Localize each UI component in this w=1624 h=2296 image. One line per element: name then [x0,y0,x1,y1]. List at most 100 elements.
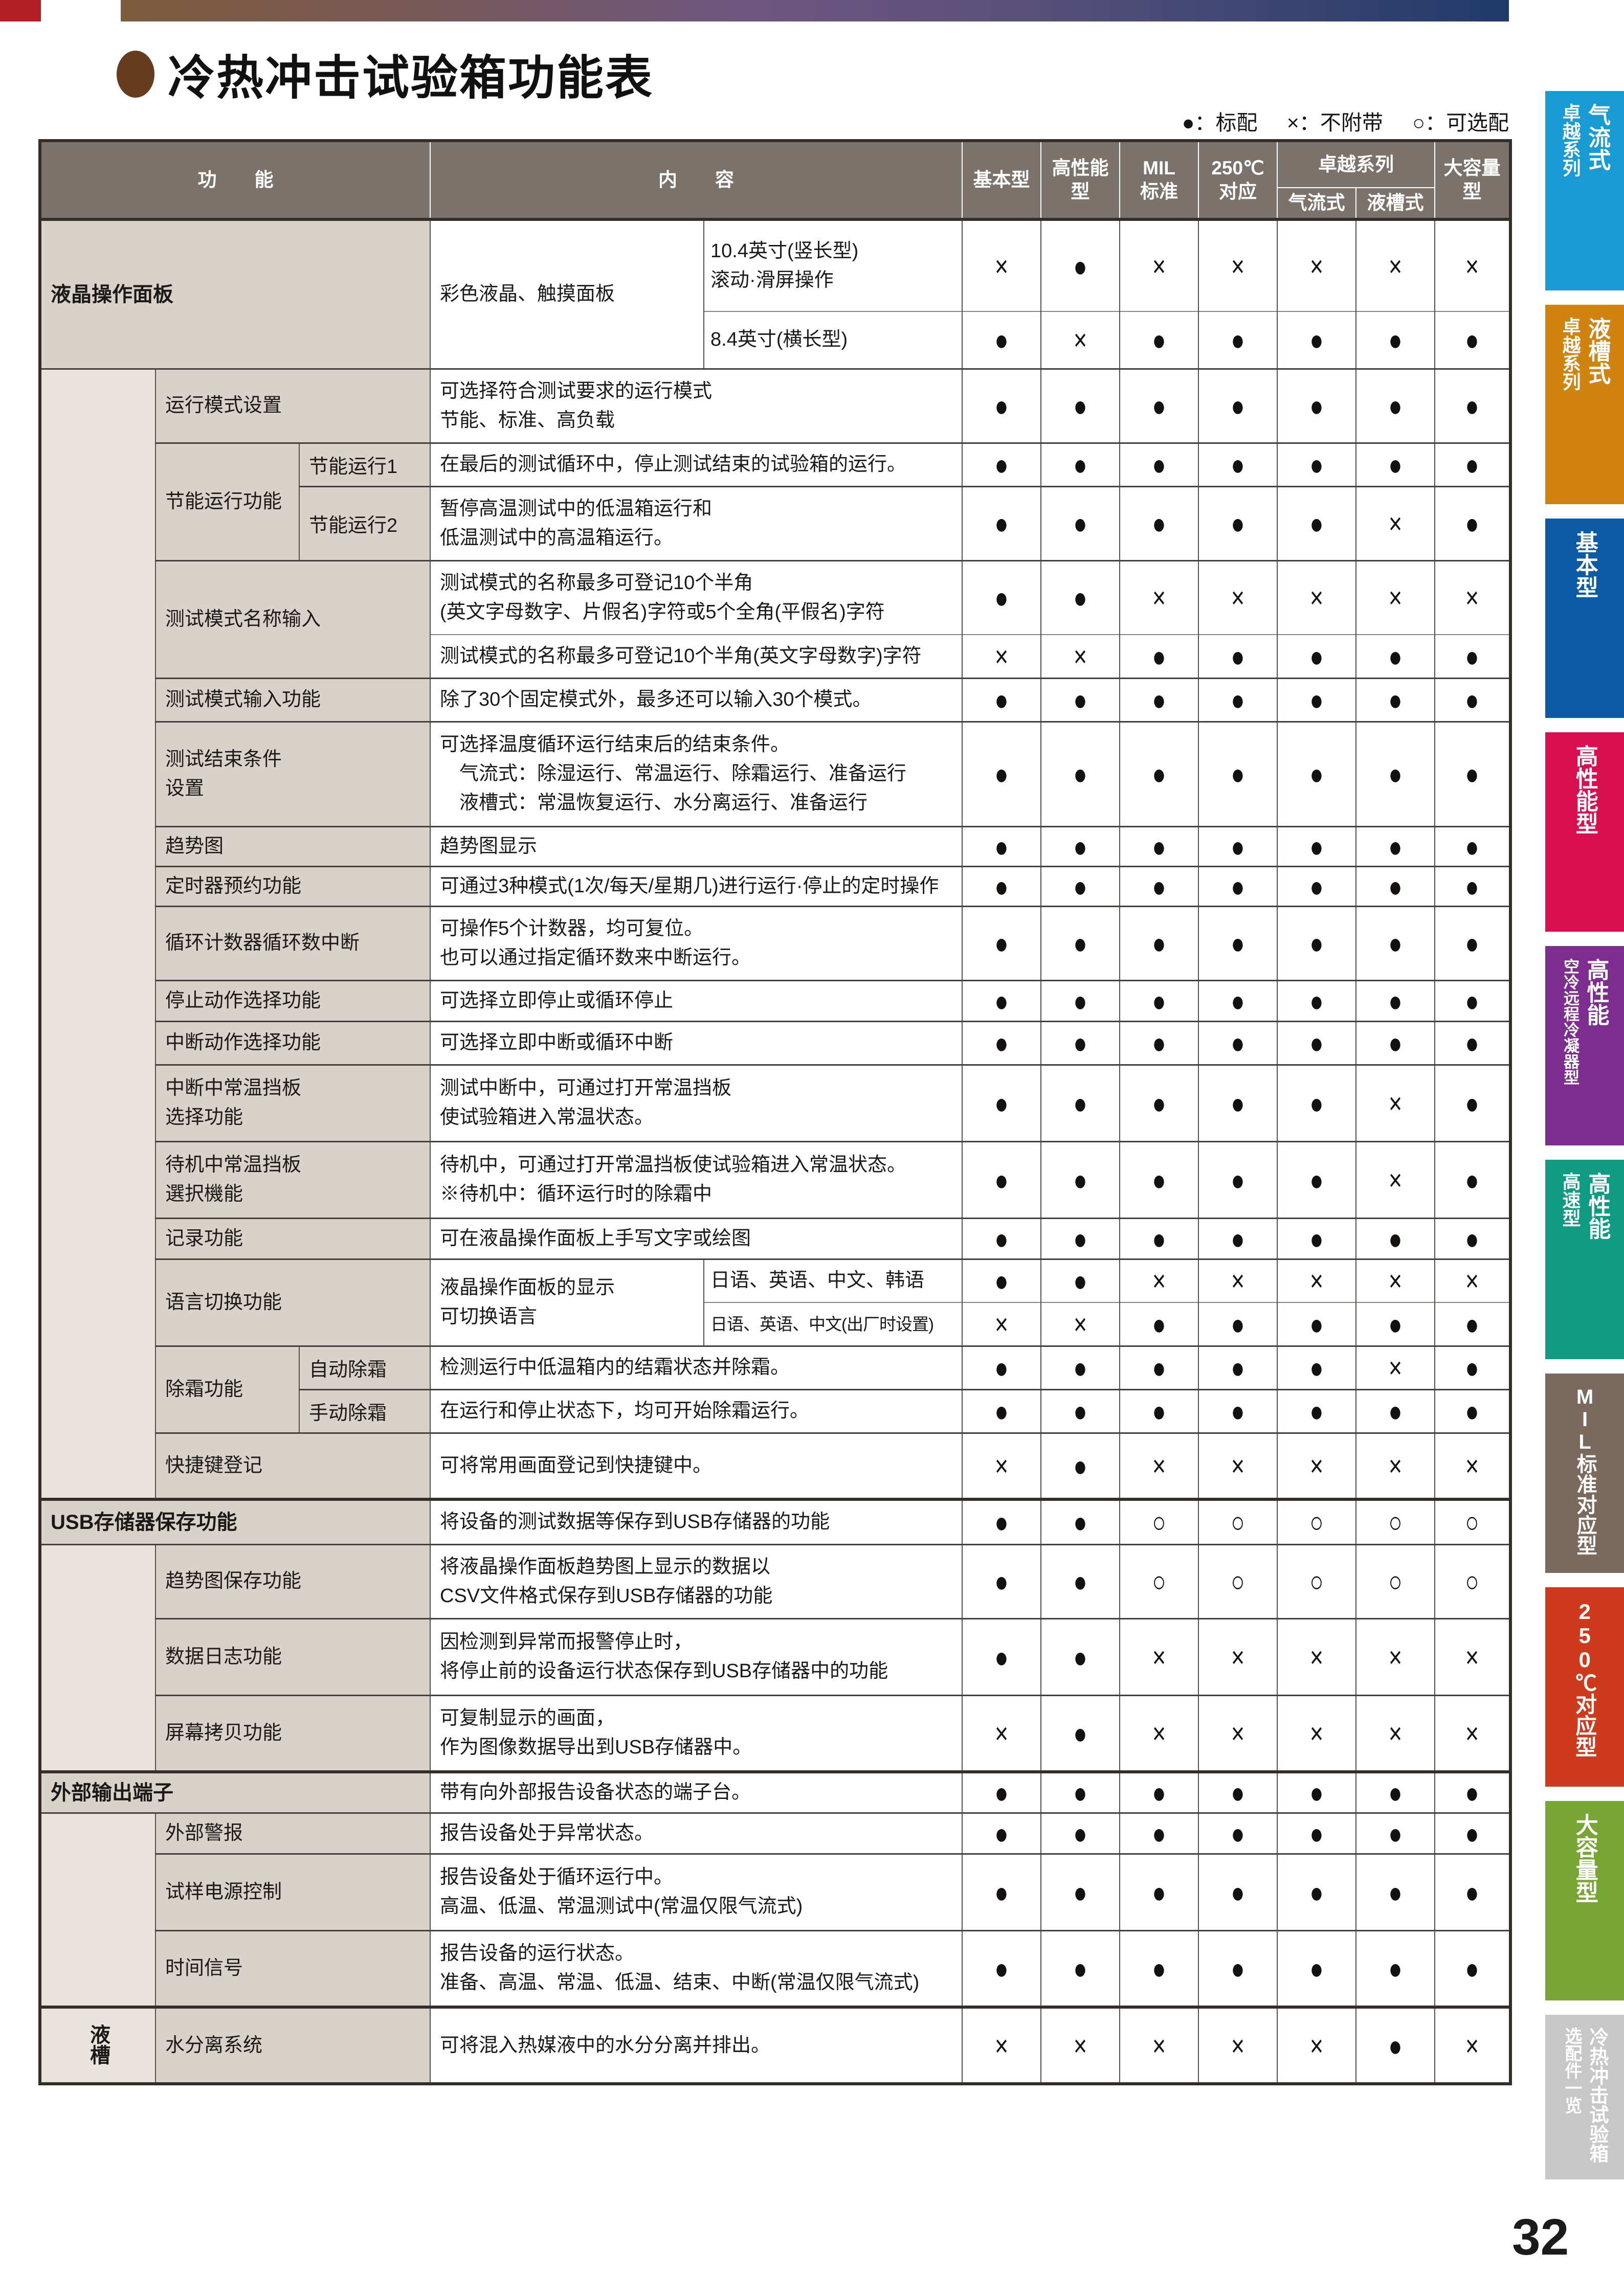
mark-cell: ● [1434,825,1511,866]
mark-cell: ● [1277,1064,1356,1141]
mark-cell: ● [962,1617,1041,1695]
mark-cell: ● [1119,1302,1199,1346]
mark-cell: ● [1355,442,1435,486]
mark-cell: ● [1198,979,1278,1021]
mark-cell: × [1355,1617,1435,1695]
function-table: 功 能 内 容 基本型 高性能型 MIL 标准 250℃ 对应 卓越系列 大容量型 … [38,139,1512,2085]
sub-function-label-cell: 节能运行2 [298,485,431,560]
mark-cell: × [1040,634,1120,678]
table-row: 记录功能 可在液晶操作面板上手写文字或绘图 ● ● ● ● ● ● ● [40,1217,1511,1259]
mark-cell: ● [1198,1140,1278,1218]
table-row: 测试模式的名称最多可登记10个半角(英文字母数字)字符 × × ● ● ● ● ● [40,634,1511,678]
mark-cell: ● [1277,368,1356,443]
content-b-cell: 日语、英语、中文(出厂时设置) [703,1302,963,1346]
mark-cell: × [1198,1694,1278,1772]
mark-cell: ● [1119,1140,1199,1218]
content-b-cell: 10.4英寸(竖长型) 滚动·滑屏操作 [703,218,963,311]
header-row-1: 功 能 内 容 基本型 高性能型 MIL 标准 250℃ 对应 卓越系列 大容量型 [39,140,1511,219]
mark-cell: × [1277,218,1356,311]
content-cell: 因检测到异常而报警停止时， 将停止前的设备运行状态保存到USB存储器中的功能 [430,1617,963,1695]
function-label-cell: 停止动作选择功能 [154,979,431,1021]
mark-cell: ● [1198,1929,1278,2007]
table-row: 时间信号 报告设备的运行状态。 准备、高温、常温、低温、结束、中断(常温仅限气流式… [40,1929,1511,2007]
table-row: 外部警报 报告设备处于异常状态。 ● ● ● ● ● ● ● [39,1812,1511,2007]
tab-mil-standard: MIL标准对应型 [1545,1374,1624,1573]
content-cell: 趋势图显示 [430,825,963,866]
mark-cell: ● [1040,1929,1120,2007]
content-cell: 可选择温度循环运行结束后的结束条件。 气流式：除湿运行、常温运行、除霜运行、准备… [430,721,963,826]
mark-cell: × [1355,1064,1435,1141]
content-cell: 可选择立即中断或循环中断 [430,1020,963,1065]
content-cell: 在最后的测试循环中，停止测试结束的试验箱的运行。 [430,442,963,486]
mark-cell: ● [1040,1543,1120,1618]
mark-cell: ● [1119,1345,1199,1389]
mark-cell: ● [1277,485,1356,560]
mark-cell: ○ [1119,1543,1199,1618]
mark-cell: ● [1198,1302,1278,1346]
mark-cell: ● [1040,1812,1120,1854]
gutter-cell [39,1543,155,1772]
content-cell: 将液晶操作面板趋势图上显示的数据以 CSV文件格式保存到USB存储器的功能 [430,1543,963,1618]
mark-cell: ● [1277,1812,1356,1854]
function-label-cell: 趋势图 [154,825,431,866]
tab-250c-model: 250℃对应型 [1545,1587,1624,1787]
mark-cell: ● [962,1064,1041,1141]
mark-cell: ● [962,1812,1041,1854]
table-row: 液槽 水分离系统 可将混入热媒液中的水分分离并排出。 × × × × × ● × [39,2006,1511,2084]
mark-cell: × [1277,1694,1356,1772]
mark-cell: ● [1355,979,1435,1021]
mark-cell: × [1355,1694,1435,1772]
content-cell: 除了30个固定模式外，最多还可以输入30个模式。 [430,677,963,722]
function-label-cell: 待机中常温挡板 選択機能 [154,1140,431,1218]
gutter-cell [39,368,155,1499]
title-row: 冷热冲击试验箱功能表 [117,40,654,108]
content-a-cell: 彩色液晶、触摸面板 [430,218,704,369]
mark-cell: ● [1040,1498,1120,1544]
mark-cell: ● [1277,721,1356,826]
mark-cell: × [1198,1258,1278,1302]
mark-cell: ● [962,1929,1041,2007]
mark-cell: ● [962,1217,1041,1259]
mark-cell: ○ [1119,1498,1199,1544]
function-label-cell: 屏幕拷贝功能 [154,1694,431,1772]
mark-cell: ● [1198,1388,1278,1433]
mark-cell: ● [1040,1140,1120,1218]
mark-cell: ● [1277,1345,1356,1389]
table-row: 测试结束条件 设置 可选择温度循环运行结束后的结束条件。 气流式：除湿运行、常温运… [40,721,1511,826]
mark-cell: ● [1355,1217,1435,1259]
mark-cell: ● [962,1140,1041,1218]
mark-cell: ● [1198,634,1278,678]
table-row: 中断中常温挡板 选择功能 测试中断中，可通过打开常温挡板 使试验箱进入常温状态。 ●… [40,1064,1511,1141]
table-row: 趋势图 趋势图显示 ● ● ● ● ● ● ● [40,825,1511,866]
content-cell: 可选择符合测试要求的运行模式 节能、标准、高负载 [430,368,963,443]
table-row: 外部输出端子 带有向外部报告设备状态的端子台。 ● ● ● ● ● ● ● [39,1770,1511,1813]
function-label-cell: 测试结束条件 设置 [154,721,431,826]
mark-cell: ● [1198,368,1278,443]
function-label-cell: 记录功能 [154,1217,431,1259]
mark-cell: ● [1355,1770,1435,1813]
mark-cell: ● [1355,311,1435,369]
mark-cell: ● [1040,1694,1120,1772]
mark-cell: ● [1040,442,1120,486]
content-cell: 可将混入热媒液中的水分分离并排出。 [430,2006,963,2084]
mark-cell: ● [1434,368,1511,443]
table-row: 测试模式名称输入 测试模式的名称最多可登记10个半角 (英文字母数字、片假名)字符… [40,559,1511,678]
mark-cell: ● [1355,721,1435,826]
mark-cell: ● [1040,559,1120,635]
mark-cell: ● [1355,368,1435,443]
mark-cell: ● [1040,368,1120,443]
mark-cell: × [1434,1258,1511,1302]
mark-cell: ● [1277,1020,1356,1065]
mark-cell: × [1119,559,1199,635]
mark-cell: ● [1119,311,1199,369]
mark-cell: ● [1040,1770,1120,1813]
mark-cell: ● [1277,905,1356,980]
mark-cell: ● [962,311,1041,369]
mark-cell: ● [962,442,1041,486]
table-header: 功 能 内 容 基本型 高性能型 MIL 标准 250℃ 对应 卓越系列 大容量型 … [39,140,1511,219]
table-row: 中断动作选择功能 可选择立即中断或循环中断 ● ● ● ● ● ● ● [40,1020,1511,1065]
header-row-2: 气流式 液槽式 [40,187,1510,219]
header-basic-model: 基本型 [962,140,1041,219]
content-cell: 报告设备处于异常状态。 [430,1812,963,1854]
mark-cell: ● [1040,1217,1120,1259]
